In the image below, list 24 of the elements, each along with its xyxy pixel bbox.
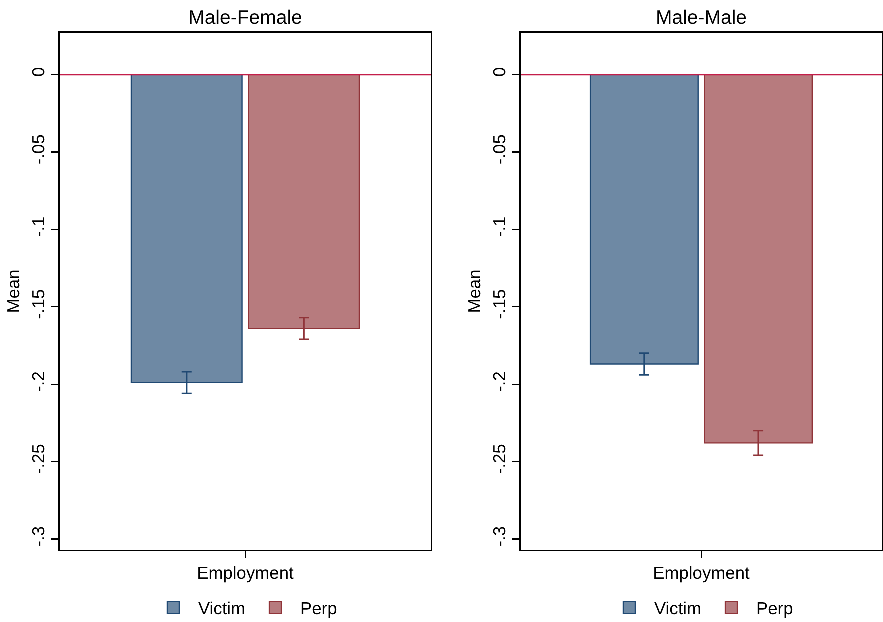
y-tick-label: -.25 bbox=[28, 444, 49, 474]
y-tick-label: -.3 bbox=[28, 526, 49, 547]
y-tick-label: -.05 bbox=[490, 134, 510, 165]
y-tick-label: -.25 bbox=[490, 444, 510, 474]
y-tick-label: -.1 bbox=[28, 216, 49, 238]
legend-label: Perp bbox=[756, 598, 794, 618]
y-tick-label: -.05 bbox=[28, 134, 49, 165]
x-tick-label: Employment bbox=[197, 563, 294, 584]
y-tick-label: -.2 bbox=[490, 372, 510, 392]
y-tick-label: -.2 bbox=[28, 372, 49, 392]
y-tick-label: -.1 bbox=[490, 216, 510, 238]
y-axis-title: Mean bbox=[464, 270, 484, 314]
x-tick-label: Employment bbox=[653, 563, 750, 584]
legend-label: Victim bbox=[198, 598, 246, 618]
chart-title: Male-Male bbox=[656, 6, 748, 29]
legend-label: Perp bbox=[300, 598, 338, 618]
chart-title: Male-Female bbox=[188, 6, 302, 29]
y-tick-label: -.15 bbox=[28, 289, 49, 320]
legend-label: Victim bbox=[654, 598, 702, 618]
y-tick-label: -.3 bbox=[490, 526, 510, 547]
y-tick-label: 0 bbox=[28, 67, 49, 78]
y-tick-label: 0 bbox=[490, 67, 510, 78]
y-tick-label: -.15 bbox=[490, 289, 510, 320]
y-axis-title: Mean bbox=[3, 270, 24, 314]
